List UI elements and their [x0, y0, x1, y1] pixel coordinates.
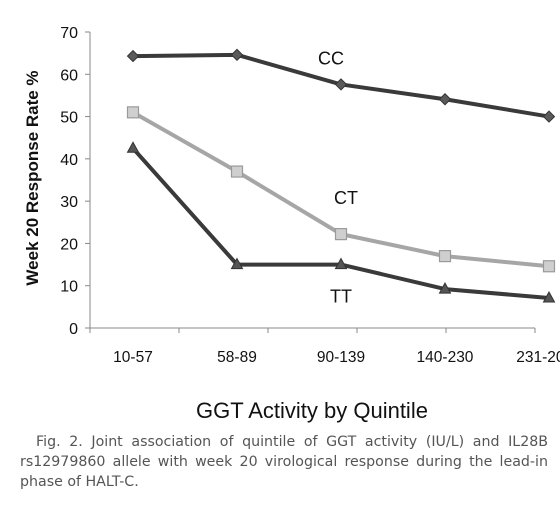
- data-point-cc: [126, 49, 140, 63]
- y-tick-label: 20: [60, 236, 78, 253]
- y-tick-label: 10: [60, 279, 78, 296]
- data-point-ct: [334, 228, 348, 241]
- x-tick-label: 231-2000: [516, 349, 560, 366]
- y-tick-label: 60: [60, 67, 78, 84]
- y-axis-label: Week 20 Response Rate %: [23, 70, 42, 285]
- y-tick-label: 0: [69, 321, 78, 338]
- data-point-ct: [542, 260, 556, 273]
- chart-axes: [89, 32, 535, 329]
- y-tick-label: 70: [60, 25, 78, 42]
- data-point-ct: [230, 165, 244, 178]
- data-point-ct: [126, 106, 140, 119]
- x-axis-label: GGT Activity by Quintile: [196, 398, 428, 423]
- data-point-tt: [438, 282, 452, 294]
- data-point-tt: [542, 290, 556, 303]
- data-point-tt: [126, 141, 140, 153]
- data-point-tt: [230, 257, 244, 270]
- series-label-cc: CC: [318, 48, 344, 68]
- data-point-tt: [334, 257, 348, 270]
- series-tt: TT: [126, 141, 556, 307]
- series-ct: CT: [126, 106, 556, 273]
- series-line-tt: [131, 146, 550, 300]
- y-tick-label: 40: [60, 152, 78, 169]
- chart: 0 10 20 30 40 50 60 70 10-57 58-89 90-139 140-230 23…: [23, 25, 560, 423]
- data-point-cc: [334, 78, 348, 91]
- x-tick-label: 58-89: [217, 349, 257, 366]
- x-tick-label: 10-57: [113, 349, 153, 366]
- data-point-cc: [438, 93, 452, 106]
- series-label-tt: TT: [330, 287, 352, 307]
- data-point-cc: [542, 110, 556, 123]
- y-tick-label: 50: [60, 110, 78, 127]
- x-tick-label: 140-230: [417, 349, 474, 366]
- x-tick-label: 90-139: [317, 349, 365, 366]
- data-point-ct: [438, 250, 452, 263]
- series-label-ct: CT: [334, 188, 358, 208]
- data-point-cc: [230, 48, 244, 62]
- figure-caption: Fig. 2. Joint association of quintile of…: [20, 434, 548, 490]
- chart-series: CC CT TT: [126, 48, 556, 307]
- chart-ticks: 0 10 20 30 40 50 60 70 10-57 58-89 90-139 140-230 23…: [60, 25, 560, 366]
- y-tick-label: 30: [60, 194, 78, 211]
- series-cc: CC: [126, 48, 556, 123]
